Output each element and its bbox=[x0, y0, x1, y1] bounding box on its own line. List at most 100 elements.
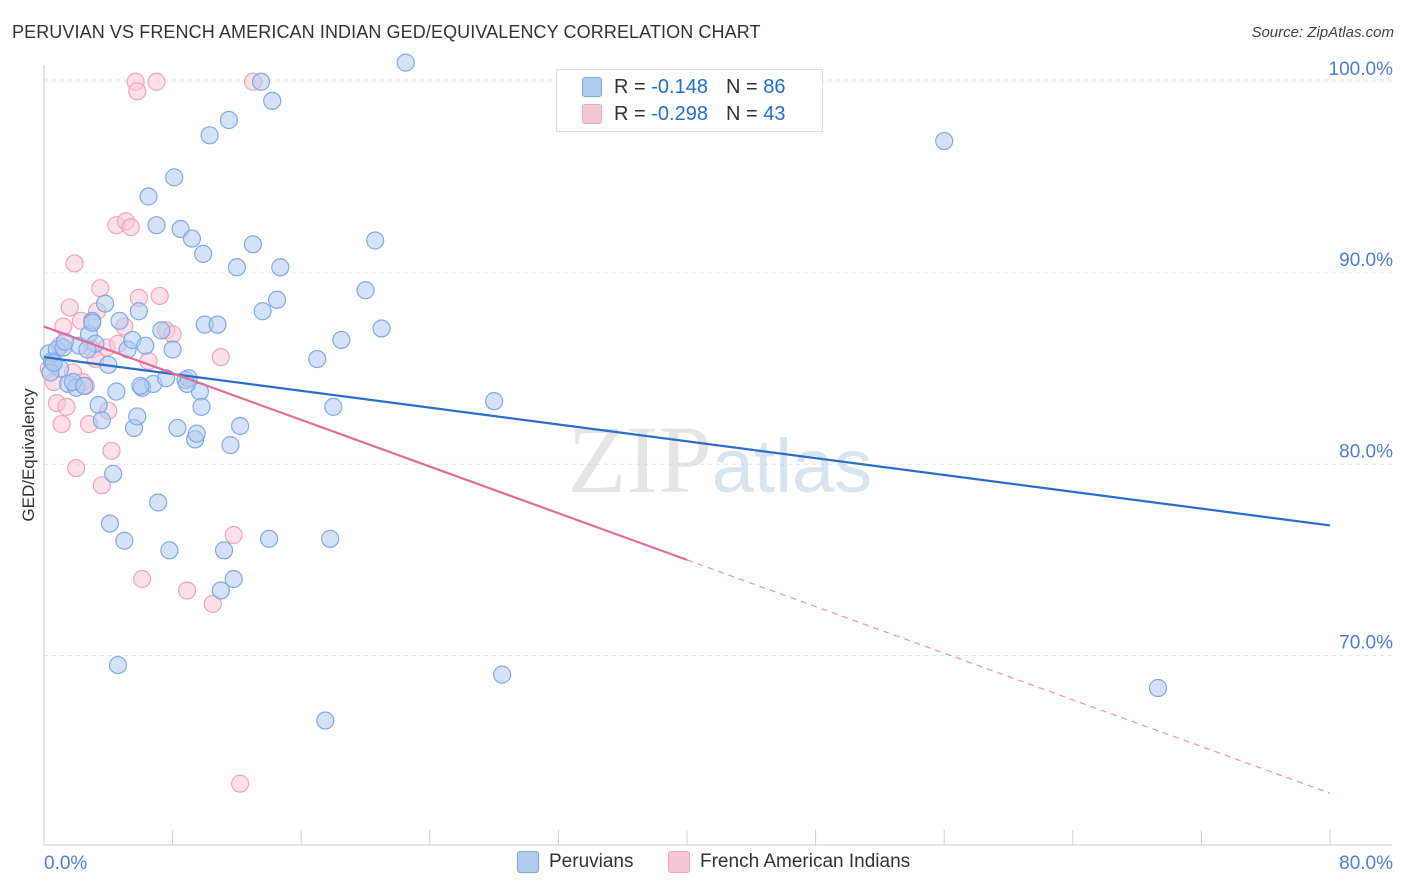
peruvians-point bbox=[182, 229, 201, 248]
french-american-indians-point bbox=[132, 569, 152, 589]
y-tick-label: 80.0% bbox=[1339, 441, 1393, 462]
french-american-indians-point bbox=[128, 82, 147, 101]
peruvians-point bbox=[89, 395, 108, 415]
peruvians-point bbox=[231, 416, 250, 436]
peruvians-point bbox=[129, 302, 148, 321]
french-n-value: 43 bbox=[763, 102, 786, 125]
peruvians-point bbox=[271, 258, 290, 277]
stats-row-french-american-indians: R = -0.298 N = 43 bbox=[582, 101, 785, 127]
peruvians-point bbox=[396, 53, 415, 72]
legend-item-french-american-indians[interactable]: French American Indians bbox=[668, 851, 910, 873]
peruvians-point bbox=[187, 424, 206, 443]
peruvians-point bbox=[136, 336, 155, 355]
french-american-indians-point bbox=[91, 279, 110, 298]
y-tick-label: 90.0% bbox=[1339, 250, 1393, 271]
peruvians-point bbox=[165, 168, 184, 187]
chart-title: PERUVIAN VS FRENCH AMERICAN INDIAN GED/E… bbox=[12, 22, 761, 42]
peruvians-legend-icon bbox=[517, 851, 539, 873]
french-american-indians-point bbox=[211, 348, 230, 367]
french-american-indians-legend-icon bbox=[668, 851, 690, 873]
peruvians-point bbox=[131, 376, 150, 395]
french-american-indians-swatch-icon bbox=[582, 104, 602, 124]
peruvians-point bbox=[214, 541, 234, 560]
stats-row-peruvians: R = -0.148 N = 86 bbox=[582, 74, 785, 100]
peruvians-point bbox=[147, 216, 166, 235]
peruvians-point bbox=[324, 397, 343, 416]
y-axis-title: GED/Equivalency bbox=[19, 388, 38, 522]
french-american-indians-point bbox=[65, 254, 84, 273]
french-american-indians-point bbox=[231, 774, 250, 793]
french-american-indians-point bbox=[52, 414, 71, 434]
x-tick-label-min: 0.0% bbox=[44, 853, 87, 874]
grid-layer bbox=[44, 79, 1392, 656]
peruvians-point bbox=[211, 581, 230, 600]
peruvians-n-label: N = bbox=[725, 75, 758, 98]
legend-label-peruvians: Peruvians bbox=[549, 851, 634, 872]
peruvians-point bbox=[332, 330, 351, 350]
french-american-indians-point bbox=[102, 441, 121, 460]
peruvians-point bbox=[128, 407, 147, 426]
axis-layer bbox=[43, 65, 1392, 846]
peruvians-point bbox=[267, 290, 287, 309]
french-american-indians-trend-line-extension bbox=[686, 559, 1331, 794]
peruvians-r-value: -0.148 bbox=[651, 75, 708, 98]
peruvians-swatch-icon bbox=[582, 77, 602, 97]
french-american-indians-point bbox=[203, 594, 222, 613]
label-layer: 70.0% 80.0% 90.0% 100.0% 0.0% 80.0% GED/Equiva… bbox=[19, 59, 1393, 874]
legend-label-french-american-indians: French American Indians bbox=[700, 851, 911, 872]
french-n-label: N = bbox=[725, 102, 758, 125]
y-tick-label: 100.0% bbox=[1329, 59, 1394, 80]
peruvians-point bbox=[366, 231, 385, 250]
french-american-indians-point bbox=[177, 581, 197, 600]
peruvians-point bbox=[259, 529, 279, 548]
peruvians-point bbox=[192, 397, 211, 416]
watermark-layer: ZIPatlas bbox=[568, 406, 873, 513]
peruvians-point bbox=[107, 382, 126, 401]
peruvians-r-label: R = bbox=[614, 75, 646, 98]
peruvians-n-value: 86 bbox=[763, 75, 786, 98]
peruvians-point bbox=[308, 349, 327, 369]
peruvians-point bbox=[75, 376, 94, 395]
peruvians-point bbox=[115, 531, 134, 550]
peruvians-point bbox=[356, 281, 375, 300]
peruvians-point bbox=[224, 569, 243, 589]
peruvians-point bbox=[251, 72, 271, 91]
peruvians-point bbox=[263, 91, 282, 110]
y-tick-label: 70.0% bbox=[1339, 633, 1393, 654]
peruvians-point bbox=[208, 315, 227, 334]
peruvians-point bbox=[372, 319, 391, 338]
peruvians-point bbox=[935, 131, 954, 151]
peruvians-point bbox=[104, 464, 123, 483]
peruvians-point bbox=[493, 665, 512, 684]
peruvians-point bbox=[92, 411, 111, 430]
peruvians-point bbox=[253, 302, 272, 321]
x-tick-label-max: 80.0% bbox=[1339, 853, 1393, 874]
french-american-indians-point bbox=[150, 286, 169, 306]
peruvians-point bbox=[321, 529, 340, 548]
french-american-indians-point bbox=[147, 72, 166, 91]
peruvians-point bbox=[110, 311, 129, 330]
french-american-indians-trend-line bbox=[43, 325, 688, 561]
peruvians-point bbox=[243, 235, 263, 254]
french-american-indians-point bbox=[57, 397, 76, 416]
peruvians-point bbox=[100, 514, 120, 533]
peruvians-point bbox=[227, 258, 246, 277]
peruvians-point bbox=[200, 126, 219, 145]
french-r-label: R = bbox=[614, 102, 646, 125]
peruvians-point bbox=[221, 436, 240, 455]
french-american-indians-point bbox=[92, 476, 111, 495]
peruvians-point bbox=[83, 313, 102, 332]
trend-layer bbox=[43, 325, 1331, 794]
peruvians-point bbox=[219, 110, 238, 130]
french-r-value: -0.298 bbox=[651, 102, 708, 125]
legend-item-peruvians[interactable]: Peruvians bbox=[517, 851, 634, 873]
peruvians-trend-line bbox=[43, 356, 1331, 527]
french-american-indians-point bbox=[60, 298, 79, 317]
peruvians-point bbox=[139, 187, 158, 206]
peruvians-point bbox=[1148, 678, 1168, 698]
french-american-indians-point bbox=[224, 525, 243, 545]
peruvians-point bbox=[160, 541, 179, 560]
stats-legend: R = -0.148 N = 86 R = -0.298 N = 43 bbox=[556, 69, 823, 132]
french-american-indians-point bbox=[121, 218, 140, 237]
